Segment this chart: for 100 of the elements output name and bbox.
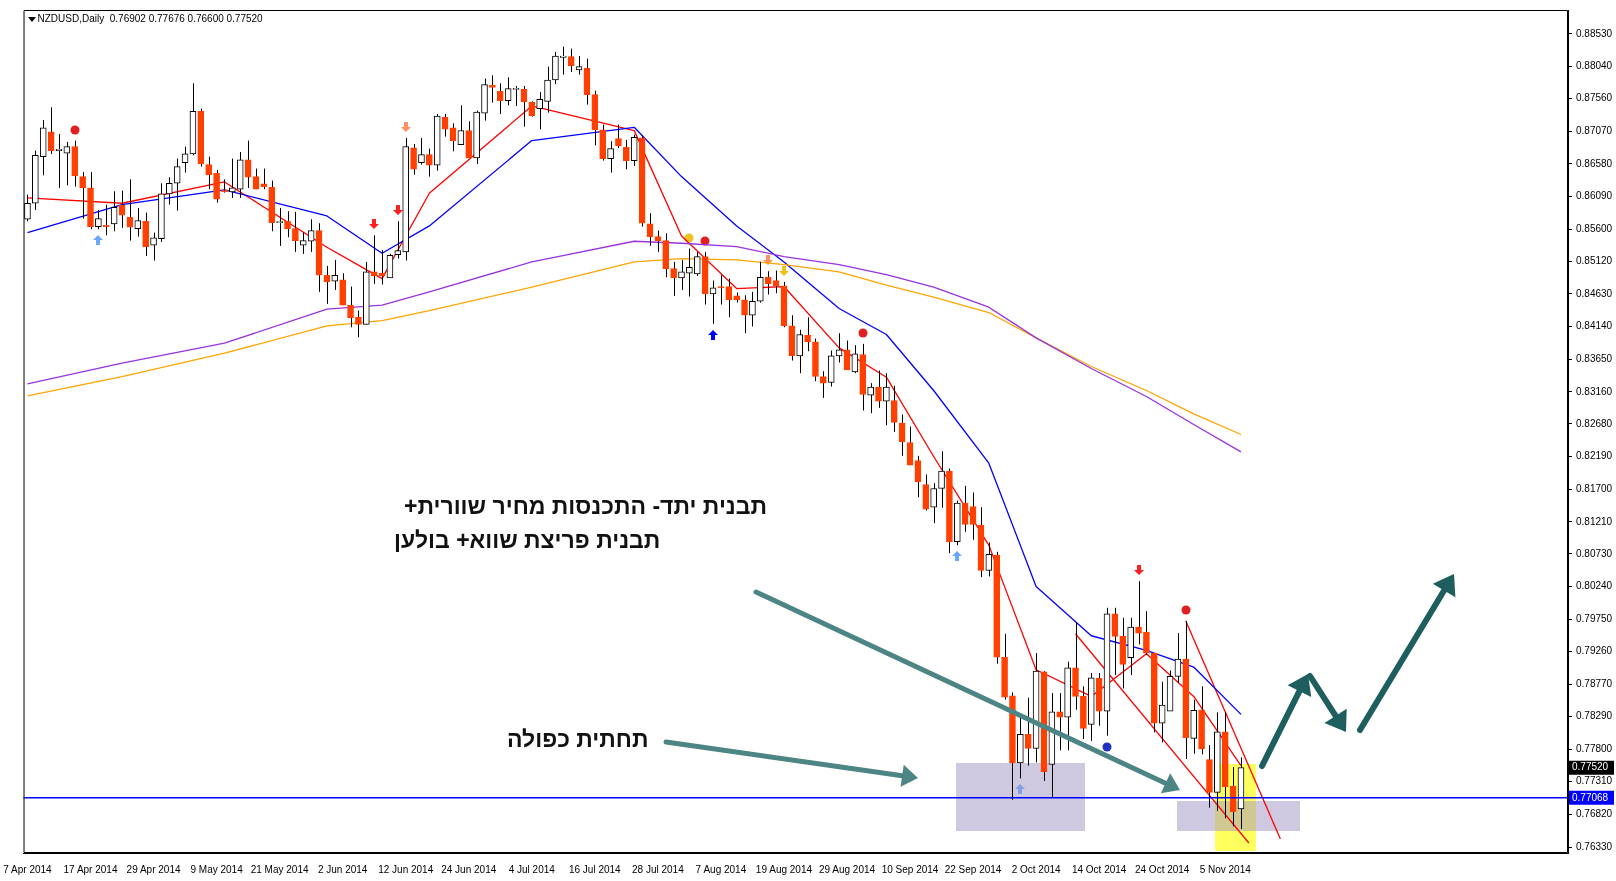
x-tick-label: 2 Jun 2014 [317, 863, 368, 875]
candlestick [567, 48, 575, 73]
candlestick [544, 66, 551, 114]
candlestick [1056, 692, 1064, 751]
candlestick [339, 272, 346, 306]
candlestick [118, 190, 126, 229]
candlestick [756, 261, 764, 304]
y-tick-label: 0.88530 [1576, 27, 1613, 39]
candlestick [410, 143, 417, 176]
annotation: תחתית כפולה [507, 726, 649, 753]
candlestick [126, 178, 134, 242]
y-tick-label: 0.77800 [1576, 742, 1613, 754]
candlestick [985, 541, 993, 577]
x-tick-label: 7 Apr 2014 [3, 863, 53, 875]
x-tick-label: 21 May 2014 [250, 863, 309, 875]
candlestick [95, 209, 102, 230]
candlestick [930, 482, 937, 524]
candlestick [79, 171, 86, 220]
candlestick [307, 218, 315, 253]
x-tick-label: 24 Jun 2014 [441, 863, 497, 875]
x-tick-label: 16 Jul 2014 [568, 863, 622, 875]
annotation: תבנית פריצת שווא+ בולען [394, 527, 661, 554]
chart-title: NZDUSD,Daily 0.76902 0.77676 0.76600 0.77520 [37, 12, 264, 24]
y-tick-label: 0.88040 [1576, 60, 1613, 72]
x-tick-label: 4 Jul 2014 [508, 863, 556, 875]
candlestick [292, 211, 299, 253]
candlestick [741, 294, 748, 334]
y-tick-label: 0.86580 [1576, 157, 1613, 169]
y-tick-label: 0.79750 [1576, 612, 1613, 624]
candlestick [489, 74, 496, 104]
candlestick [426, 148, 433, 178]
candlestick [938, 450, 945, 509]
candlestick [496, 82, 504, 115]
candlestick [134, 207, 142, 238]
candlestick [654, 230, 662, 253]
x-tick-label: 28 Jul 2014 [632, 863, 685, 875]
y-tick-label: 0.78770 [1576, 678, 1613, 690]
candlestick [764, 270, 772, 296]
candlestick [205, 156, 213, 190]
candlestick [867, 382, 874, 414]
y-tick-label: 0.80730 [1576, 547, 1613, 559]
y-tick-label: 0.76330 [1576, 840, 1613, 852]
y-tick-label: 0.78290 [1576, 710, 1613, 722]
candlestick [922, 473, 930, 511]
y-tick-label: 0.83650 [1576, 352, 1613, 364]
candlestick [820, 370, 827, 399]
candlestick [355, 310, 362, 338]
y-tick-label: 0.77310 [1576, 775, 1613, 787]
candlestick [418, 137, 425, 166]
x-tick-label: 5 Nov 2014 [1199, 863, 1252, 875]
x-tick-label: 7 Aug 2014 [695, 863, 747, 875]
x-tick-label: 2 Oct 2014 [1011, 863, 1061, 875]
candlestick [331, 259, 339, 291]
y-tick-label: 0.84140 [1576, 320, 1613, 332]
candlestick [749, 291, 756, 328]
y-tick-label: 0.79260 [1576, 645, 1613, 657]
candlestick [173, 158, 181, 212]
y-tick-label: 0.85120 [1576, 254, 1613, 266]
x-tick-label: 24 Oct 2014 [1134, 863, 1190, 875]
y-tick-label: 0.81210 [1576, 515, 1613, 527]
x-tick-label: 9 May 2014 [190, 863, 244, 875]
candlestick [686, 248, 693, 298]
candlestick [804, 316, 811, 352]
candlestick [1135, 580, 1142, 645]
candlestick [796, 329, 804, 374]
y-tick-label: 0.76820 [1576, 808, 1613, 820]
y-tick-label: 0.87560 [1576, 92, 1613, 104]
candlestick [552, 51, 559, 85]
x-tick-label: 17 Apr 2014 [63, 863, 118, 875]
y-tick-label: 0.81700 [1576, 482, 1613, 494]
candlestick [693, 251, 701, 277]
x-tick-label: 10 Sep 2014 [881, 863, 939, 875]
y-tick-label: 0.83160 [1576, 385, 1613, 397]
candlestick [63, 141, 71, 186]
y-tick-label: 0.80240 [1576, 580, 1613, 592]
candlestick [670, 261, 677, 297]
x-tick-label: 29 Apr 2014 [126, 863, 181, 875]
candlestick [299, 232, 307, 255]
candlestick [142, 212, 149, 257]
candlestick [347, 286, 354, 328]
candlestick [1024, 697, 1032, 767]
candlestick [607, 140, 614, 174]
candlestick [630, 134, 638, 167]
x-tick-label: 14 Oct 2014 [1071, 863, 1127, 875]
candlestick [890, 385, 898, 433]
text: 0.77520 [1572, 761, 1609, 773]
x-tick-label: 19 Aug 2014 [755, 863, 813, 875]
ref-line-label: 0.77068 [1572, 791, 1609, 803]
candlestick [717, 274, 725, 306]
candlestick [559, 46, 567, 76]
candlestick [536, 91, 543, 130]
y-tick-label: 0.85600 [1576, 223, 1613, 234]
candlestick [1158, 681, 1166, 743]
x-tick-label: 22 Sep 2014 [944, 863, 1002, 875]
candlestick [678, 259, 685, 291]
candlestick [875, 370, 882, 409]
y-tick-label: 0.82680 [1576, 417, 1613, 429]
candlestick [615, 124, 622, 149]
annotation: תבנית יתד- התכנסות מחיר שוורית+ [404, 493, 768, 520]
y-tick-label: 0.87070 [1576, 125, 1613, 137]
